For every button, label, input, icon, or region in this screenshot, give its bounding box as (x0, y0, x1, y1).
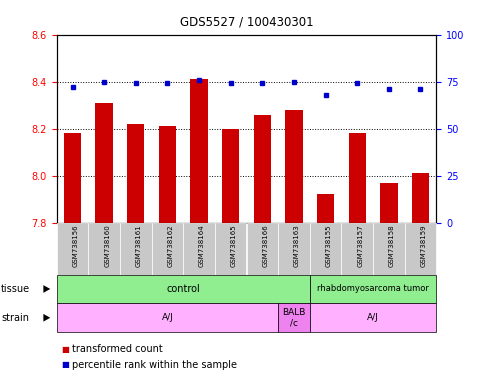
Bar (285, 110, 303, 223)
Bar (96, 103, 113, 223)
Bar (222, 129, 240, 223)
Text: GSM738159: GSM738159 (421, 225, 426, 267)
Text: rhabdomyosarcoma tumor: rhabdomyosarcoma tumor (317, 285, 429, 293)
Bar (349, 133, 366, 223)
Text: transformed count: transformed count (72, 344, 163, 354)
Bar (190, 79, 208, 223)
Text: ■: ■ (62, 345, 70, 354)
Text: BALB
/c: BALB /c (282, 308, 306, 328)
Text: GSM738158: GSM738158 (389, 225, 395, 267)
Text: GSM738156: GSM738156 (72, 225, 78, 267)
Text: percentile rank within the sample: percentile rank within the sample (72, 360, 238, 370)
Text: tissue: tissue (1, 284, 30, 294)
Text: GSM738166: GSM738166 (262, 225, 268, 267)
Text: GSM738165: GSM738165 (231, 225, 237, 267)
Bar (64, 133, 81, 223)
Text: GSM738160: GSM738160 (104, 225, 110, 267)
Bar (159, 126, 176, 223)
Bar (127, 124, 144, 223)
Text: GSM738162: GSM738162 (168, 225, 174, 267)
Bar (317, 195, 334, 223)
Text: GSM738157: GSM738157 (357, 225, 363, 267)
Text: strain: strain (1, 313, 29, 323)
Text: A/J: A/J (367, 313, 379, 322)
Bar (380, 183, 397, 223)
Text: control: control (166, 284, 200, 294)
Text: ■: ■ (62, 360, 70, 369)
Text: A/J: A/J (162, 313, 174, 322)
Text: GSM738163: GSM738163 (294, 225, 300, 267)
Text: GSM738155: GSM738155 (325, 225, 332, 267)
Text: GSM738164: GSM738164 (199, 225, 205, 267)
Bar (412, 173, 429, 223)
Bar (253, 114, 271, 223)
Text: GDS5527 / 100430301: GDS5527 / 100430301 (179, 15, 314, 28)
Text: GSM738161: GSM738161 (136, 225, 142, 267)
